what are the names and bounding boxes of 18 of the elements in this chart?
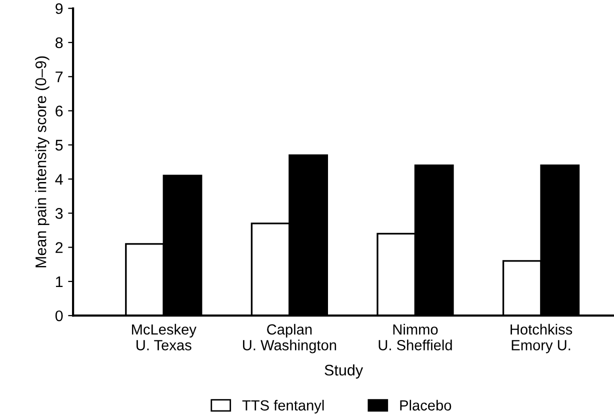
y-axis-title: Mean pain intensity score (0–9) [35,56,50,268]
x-tick-label: Hotchkiss Emory U. [510,324,572,354]
y-tick-label: 6 [56,106,63,116]
legend-label: Placebo [400,400,452,411]
y-tick-label: 5 [55,140,63,151]
x-axis-title: Study [324,364,364,379]
y-tick-label: 7 [56,72,63,82]
y-tick-label: 2 [56,242,63,253]
y-tick-label: 4 [55,174,63,185]
y-tick-label: 8 [56,37,63,48]
x-tick-label: Caplan U. Washington [243,324,336,354]
y-tick-label: 3 [55,208,63,219]
x-tick-label: McLeskey U. Texas [132,324,196,350]
legend-label: TTS fentanyl [242,400,324,414]
y-tick-label: 0 [55,310,63,322]
y-tick-label: 9 [56,3,63,14]
x-tick-label: Nimmo U. Sheffield [378,324,452,350]
y-tick-label: 1 [56,276,63,287]
